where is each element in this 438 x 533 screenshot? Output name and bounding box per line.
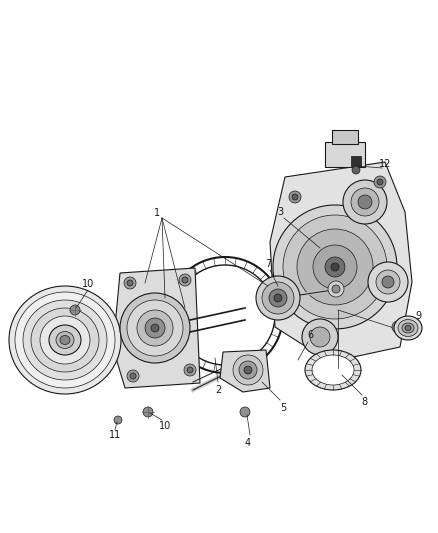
Circle shape [376, 270, 400, 294]
Circle shape [331, 263, 339, 271]
Ellipse shape [402, 323, 414, 333]
Ellipse shape [312, 355, 354, 385]
Circle shape [184, 364, 196, 376]
Ellipse shape [405, 326, 411, 330]
Ellipse shape [23, 300, 107, 380]
Circle shape [351, 188, 379, 216]
Circle shape [297, 229, 373, 305]
Circle shape [233, 355, 263, 385]
Circle shape [262, 282, 294, 314]
Text: 5: 5 [280, 403, 286, 413]
Circle shape [343, 180, 387, 224]
Circle shape [179, 274, 191, 286]
Ellipse shape [60, 335, 70, 344]
Text: 8: 8 [361, 397, 367, 407]
Circle shape [274, 294, 282, 302]
Text: 10: 10 [82, 279, 94, 289]
Ellipse shape [49, 325, 81, 355]
Ellipse shape [394, 316, 422, 340]
Circle shape [382, 276, 394, 288]
Circle shape [302, 319, 338, 355]
Circle shape [137, 310, 173, 346]
Circle shape [244, 366, 252, 374]
Circle shape [114, 416, 122, 424]
Circle shape [167, 257, 283, 373]
Text: 2: 2 [215, 385, 221, 395]
Circle shape [283, 215, 387, 319]
Ellipse shape [40, 316, 90, 364]
Ellipse shape [15, 292, 115, 388]
Circle shape [70, 305, 80, 315]
Circle shape [187, 367, 193, 373]
Text: 9: 9 [415, 311, 421, 321]
Circle shape [124, 277, 136, 289]
Circle shape [256, 276, 300, 320]
Circle shape [182, 277, 188, 283]
Text: 6: 6 [307, 330, 313, 340]
Circle shape [282, 309, 288, 315]
Bar [325, 142, 365, 167]
Circle shape [127, 300, 183, 356]
Circle shape [392, 321, 404, 333]
Circle shape [120, 293, 190, 363]
Circle shape [395, 324, 401, 330]
Text: 7: 7 [265, 259, 271, 269]
Circle shape [143, 407, 153, 417]
Circle shape [269, 289, 287, 307]
Bar [332, 130, 358, 144]
Circle shape [239, 361, 257, 379]
Ellipse shape [398, 319, 418, 336]
Polygon shape [220, 350, 270, 392]
Text: 3: 3 [277, 207, 283, 217]
Circle shape [279, 306, 291, 318]
Circle shape [310, 327, 330, 347]
Circle shape [332, 285, 340, 293]
Ellipse shape [9, 286, 121, 394]
Circle shape [292, 194, 298, 200]
Circle shape [313, 245, 357, 289]
Circle shape [358, 195, 372, 209]
Circle shape [175, 265, 275, 365]
Circle shape [374, 176, 386, 188]
Circle shape [289, 191, 301, 203]
Circle shape [240, 407, 250, 417]
Ellipse shape [56, 332, 74, 349]
Text: 12: 12 [379, 159, 391, 169]
Circle shape [145, 318, 165, 338]
Bar [351, 156, 361, 166]
Ellipse shape [31, 308, 99, 372]
Circle shape [368, 262, 408, 302]
Circle shape [325, 257, 345, 277]
Text: 4: 4 [245, 438, 251, 448]
Circle shape [127, 370, 139, 382]
Polygon shape [270, 162, 412, 362]
Circle shape [127, 280, 133, 286]
Circle shape [377, 179, 383, 185]
Polygon shape [113, 268, 200, 388]
Circle shape [273, 205, 397, 329]
Ellipse shape [305, 350, 361, 390]
Text: 11: 11 [109, 430, 121, 440]
Circle shape [352, 166, 360, 174]
Circle shape [130, 373, 136, 379]
Text: 1: 1 [154, 208, 160, 218]
Circle shape [328, 281, 344, 297]
Text: 10: 10 [159, 421, 171, 431]
Circle shape [151, 324, 159, 332]
